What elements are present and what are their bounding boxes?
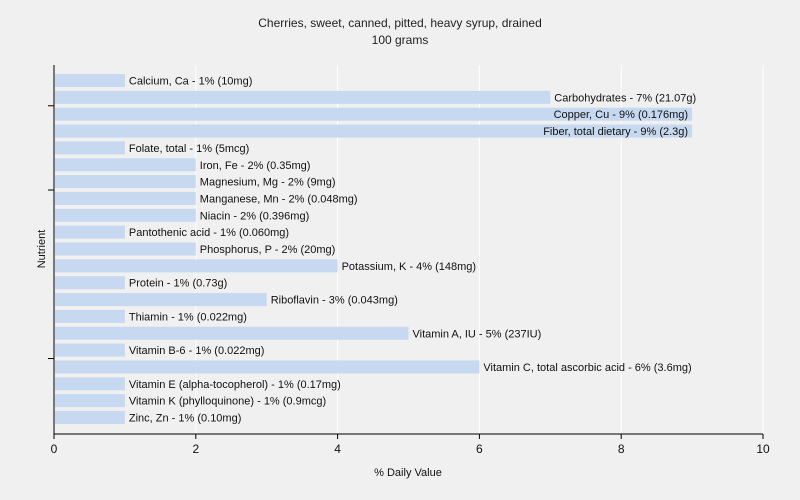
bar-label: Iron, Fe - 2% (0.35mg) xyxy=(200,160,311,172)
bar-label: Thiamin - 1% (0.022mg) xyxy=(129,311,247,323)
bar xyxy=(55,377,125,391)
x-tick-label: 6 xyxy=(476,442,483,456)
bar-label: Manganese, Mn - 2% (0.048mg) xyxy=(200,193,358,205)
bar xyxy=(55,141,125,155)
bar xyxy=(55,107,693,121)
x-axis-title: % Daily Value xyxy=(374,467,442,479)
bar-label: Protein - 1% (0.73g) xyxy=(129,278,227,290)
x-tick-label: 2 xyxy=(192,442,199,456)
bar-label: Calcium, Ca - 1% (10mg) xyxy=(129,76,252,88)
bar xyxy=(55,208,196,222)
bar-label: Carbohydrates - 7% (21.07g) xyxy=(554,92,696,104)
bar-label: Vitamin B-6 - 1% (0.022mg) xyxy=(129,345,265,357)
y-axis-title: Nutrient xyxy=(36,230,48,269)
bar-label: Vitamin E (alpha-tocopherol) - 1% (0.17m… xyxy=(129,379,341,391)
bar xyxy=(55,225,125,239)
bar-label: Pantothenic acid - 1% (0.060mg) xyxy=(129,227,289,239)
bar xyxy=(55,90,551,104)
x-tick-label: 10 xyxy=(756,442,770,456)
bar-label: Folate, total - 1% (5mcg) xyxy=(129,143,249,155)
bar-label: Niacin - 2% (0.396mg) xyxy=(200,210,309,222)
chart-subtitle: 100 grams xyxy=(371,33,429,47)
bar-label: Magnesium, Mg - 2% (9mg) xyxy=(200,177,336,189)
bar xyxy=(55,293,267,307)
bar xyxy=(55,74,125,87)
bar-label: Zinc, Zn - 1% (0.10mg) xyxy=(129,413,241,425)
bar-label: Fiber, total dietary - 9% (2.3g) xyxy=(543,126,688,138)
bar xyxy=(55,158,196,172)
bar xyxy=(55,394,125,408)
bar xyxy=(55,191,196,205)
bar xyxy=(55,326,409,340)
bar-label: Copper, Cu - 9% (0.176mg) xyxy=(554,109,689,121)
bar xyxy=(55,124,693,138)
x-tick-label: 8 xyxy=(618,442,625,456)
bar xyxy=(55,411,125,424)
bar xyxy=(55,242,196,256)
bar-label: Vitamin A, IU - 5% (237IU) xyxy=(413,328,542,340)
bar-label: Phosphorus, P - 2% (20mg) xyxy=(200,244,336,256)
bar xyxy=(55,309,125,323)
bar-label: Vitamin C, total ascorbic acid - 6% (3.6… xyxy=(483,362,691,374)
bar-label: Vitamin K (phylloquinone) - 1% (0.9mcg) xyxy=(129,396,326,408)
x-tick-label: 0 xyxy=(51,442,58,456)
bar xyxy=(55,175,196,189)
bar xyxy=(55,360,480,374)
bar xyxy=(55,259,338,273)
x-tick-label: 4 xyxy=(334,442,341,456)
bar xyxy=(55,276,125,290)
bar-label: Potassium, K - 4% (148mg) xyxy=(342,261,477,273)
bar-label: Riboflavin - 3% (0.043mg) xyxy=(271,295,398,307)
bar xyxy=(55,343,125,357)
chart-title: Cherries, sweet, canned, pitted, heavy s… xyxy=(258,16,542,30)
